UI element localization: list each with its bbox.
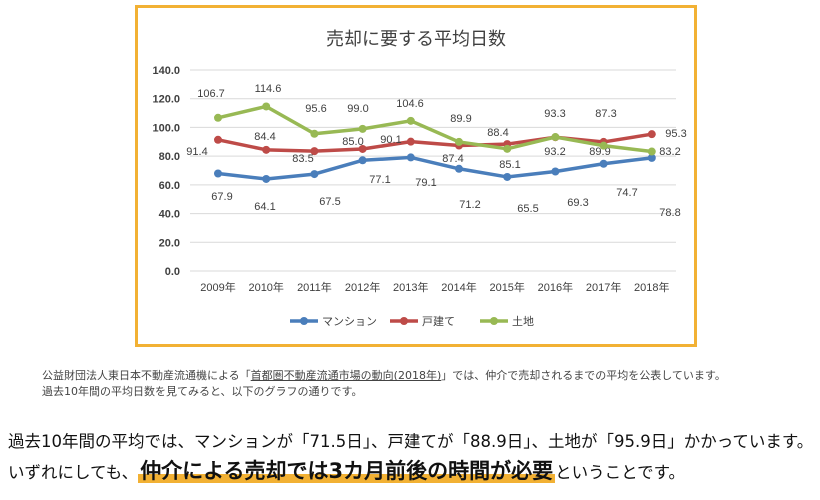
data-label: 90.1: [380, 134, 401, 146]
data-point: [214, 113, 222, 122]
data-label: 67.5: [319, 196, 340, 208]
caption-line-2: 過去10年間の平均日数を見てみると、以下のグラフの通りです。: [42, 385, 363, 398]
data-label: 83.5: [292, 153, 313, 165]
data-point: [262, 102, 271, 111]
x-tick-label: 2011年: [297, 280, 332, 294]
data-point: [647, 147, 656, 156]
highlighted-conclusion: 仲介による売却では3カ月前後の時間が必要: [138, 459, 556, 483]
data-label: 67.9: [211, 191, 232, 203]
y-tick-label: 140.0: [152, 65, 180, 77]
data-label: 69.3: [567, 197, 588, 209]
data-label: 89.9: [450, 113, 471, 125]
x-tick-label: 2013年: [393, 280, 428, 294]
series-line-土地: [217, 104, 653, 154]
data-point: [358, 144, 367, 153]
data-point: [310, 170, 319, 179]
data-label: 79.1: [415, 177, 436, 189]
legend-label: マンション: [322, 316, 377, 328]
y-tick-label: 100.0: [152, 122, 180, 134]
chart-frame: 売却に要する平均日数 0.0 20.0 40.0 60.0 80.0 100.0 120.0 1…: [135, 5, 697, 347]
x-tick-label: 2016年: [538, 280, 573, 294]
data-point: [406, 116, 415, 125]
caption-text: 公益財団法人東日本不動産流通機による「: [42, 369, 251, 382]
x-tick-label: 2018年: [634, 280, 669, 294]
data-point: [503, 172, 512, 181]
data-label: 95.3: [665, 128, 686, 140]
x-tick-label: 2015年: [489, 280, 524, 294]
data-point: [358, 156, 367, 165]
y-tick-label: 80.0: [159, 151, 180, 163]
data-label: 104.6: [396, 98, 424, 110]
data-label: 93.3: [544, 108, 565, 120]
legend-marker: [300, 317, 308, 325]
x-tick-label: 2010年: [248, 280, 283, 294]
data-label: 65.5: [517, 203, 538, 215]
data-label: 85.1: [499, 159, 520, 171]
series-line-戸建て: [217, 132, 653, 153]
data-label: 93.2: [544, 146, 565, 158]
y-tick-label: 60.0: [159, 180, 180, 192]
source-caption: 公益財団法人東日本不動産流通機による「首都圏不動産流通市場の動向(2018年)」…: [42, 367, 726, 383]
data-label: 84.4: [254, 131, 275, 143]
data-label: 99.0: [347, 103, 368, 115]
summary-line-2: いずれにしても、仲介による売却では3カ月前後の時間が必要 ということです。: [8, 455, 685, 485]
data-point: [262, 145, 271, 154]
data-point: [406, 153, 415, 162]
data-label: 77.1: [369, 174, 390, 186]
data-label: 88.4: [487, 127, 508, 139]
y-tick-label: 20.0: [159, 237, 180, 249]
series-line-マンション: [217, 155, 653, 181]
data-label: 106.7: [197, 88, 225, 100]
legend-label: 戸建て: [422, 314, 455, 328]
y-tick-label: 120.0: [152, 94, 180, 106]
data-point: [310, 147, 319, 156]
legend-marker: [490, 317, 498, 325]
x-tick-label: 2012年: [345, 280, 380, 294]
data-point: [262, 174, 271, 183]
data-label: 87.3: [595, 108, 616, 120]
data-label: 83.2: [659, 146, 680, 158]
legend-label: 土地: [512, 315, 534, 328]
data-point: [599, 141, 608, 150]
data-point: [455, 164, 463, 173]
x-tick-label: 2014年: [441, 280, 476, 294]
data-point: [358, 124, 367, 133]
data-point: [647, 130, 656, 139]
summary-suffix: ということです。: [555, 463, 686, 482]
chart-title: 売却に要する平均日数: [326, 29, 506, 49]
data-point: [455, 137, 463, 146]
data-label: 87.4: [442, 153, 463, 165]
data-point: [406, 137, 415, 146]
data-point: [551, 133, 560, 142]
data-label: 85.0: [342, 136, 363, 148]
data-label: 95.6: [305, 103, 326, 115]
data-label: 74.7: [616, 187, 637, 199]
source-link[interactable]: 首都圏不動産流通市場の動向(2018年): [250, 369, 442, 382]
summary-prefix: いずれにしても、: [8, 463, 139, 482]
data-label: 64.1: [254, 201, 275, 213]
data-point: [647, 153, 656, 162]
data-point: [503, 144, 512, 153]
y-tick-label: 40.0: [159, 209, 180, 221]
y-tick-label: 0.0: [165, 266, 180, 278]
caption-text-end: 」では、仲介で売却されるまでの平均を公表しています。: [441, 369, 726, 382]
x-tick-label: 2017年: [586, 280, 621, 294]
summary-line-1: 過去10年間の平均では、マンションが「71.5日」、戸建てが「88.9日」、土地…: [8, 432, 814, 451]
data-label: 91.4: [186, 146, 207, 158]
line-chart: 売却に要する平均日数 0.0 20.0 40.0 60.0 80.0 100.0 120.0 1…: [152, 29, 686, 328]
data-point: [214, 169, 222, 178]
data-point: [310, 129, 319, 138]
data-label: 114.6: [255, 83, 282, 95]
data-point: [599, 159, 608, 168]
legend-marker: [400, 317, 408, 325]
data-label: 78.8: [659, 207, 680, 219]
x-tick-label: 2009年: [200, 280, 235, 294]
data-label: 71.2: [459, 199, 480, 211]
data-point: [214, 135, 222, 144]
data-point: [551, 167, 560, 176]
